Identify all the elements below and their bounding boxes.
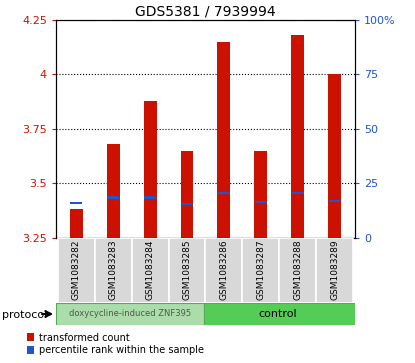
Bar — [181, 151, 193, 238]
Bar — [107, 144, 120, 238]
Bar — [168, 238, 205, 303]
Bar — [71, 202, 82, 204]
Text: GSM1083288: GSM1083288 — [293, 240, 302, 300]
Bar — [205, 238, 242, 303]
Bar — [242, 238, 279, 303]
Bar — [132, 238, 168, 303]
Bar — [144, 101, 156, 238]
Bar — [58, 238, 95, 303]
Bar — [316, 238, 353, 303]
Bar — [279, 238, 316, 303]
Bar — [56, 303, 204, 325]
Legend: transformed count, percentile rank within the sample: transformed count, percentile rank withi… — [26, 331, 205, 356]
Bar — [204, 303, 355, 325]
Bar — [95, 238, 132, 303]
Text: GSM1083289: GSM1083289 — [330, 240, 339, 300]
Text: GSM1083284: GSM1083284 — [146, 240, 155, 300]
Text: GSM1083282: GSM1083282 — [72, 240, 81, 300]
Bar — [181, 203, 193, 205]
Text: control: control — [258, 309, 297, 319]
Bar — [255, 201, 267, 203]
Bar — [217, 42, 230, 238]
Title: GDS5381 / 7939994: GDS5381 / 7939994 — [135, 5, 276, 19]
Bar — [70, 209, 83, 238]
Bar — [254, 151, 267, 238]
Bar — [291, 35, 304, 238]
Text: GSM1083285: GSM1083285 — [183, 240, 191, 300]
Text: GSM1083283: GSM1083283 — [109, 240, 118, 300]
Bar — [218, 192, 230, 194]
Text: GSM1083287: GSM1083287 — [256, 240, 265, 300]
Text: GSM1083286: GSM1083286 — [220, 240, 228, 300]
Bar — [107, 196, 119, 199]
Text: doxycycline-induced ZNF395: doxycycline-induced ZNF395 — [69, 310, 191, 318]
Bar — [328, 74, 341, 238]
Text: protocol: protocol — [2, 310, 47, 320]
Bar — [329, 200, 340, 202]
Bar — [144, 196, 156, 199]
Bar — [292, 192, 303, 194]
